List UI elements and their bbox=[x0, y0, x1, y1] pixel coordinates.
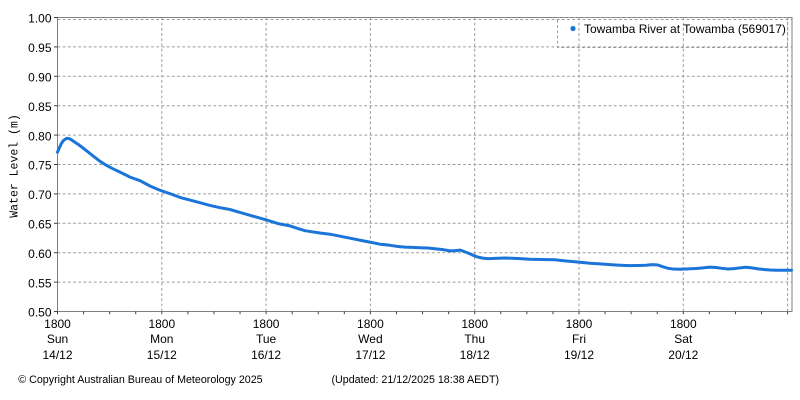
svg-text:16/12: 16/12 bbox=[251, 348, 281, 362]
svg-text:Fri: Fri bbox=[572, 332, 586, 346]
svg-text:(Updated: 21/12/2025 18:38 AED: (Updated: 21/12/2025 18:38 AEDT) bbox=[332, 374, 500, 386]
svg-text:1800: 1800 bbox=[253, 317, 280, 331]
svg-text:Tue: Tue bbox=[256, 332, 277, 346]
svg-text:1800: 1800 bbox=[670, 317, 697, 331]
svg-text:0.55: 0.55 bbox=[28, 276, 52, 290]
svg-text:0.80: 0.80 bbox=[28, 129, 52, 143]
svg-text:0.90: 0.90 bbox=[28, 71, 52, 85]
svg-text:19/12: 19/12 bbox=[564, 348, 594, 362]
svg-text:15/12: 15/12 bbox=[147, 348, 177, 362]
svg-text:Sat: Sat bbox=[674, 332, 693, 346]
svg-text:Thu: Thu bbox=[464, 332, 485, 346]
svg-text:Water Level (m): Water Level (m) bbox=[9, 114, 22, 218]
svg-text:Wed: Wed bbox=[358, 332, 382, 346]
svg-text:14/12: 14/12 bbox=[42, 348, 72, 362]
svg-text:17/12: 17/12 bbox=[355, 348, 385, 362]
svg-text:0.65: 0.65 bbox=[28, 218, 52, 232]
svg-text:1800: 1800 bbox=[148, 317, 175, 331]
svg-text:0.95: 0.95 bbox=[28, 41, 52, 55]
svg-text:18/12: 18/12 bbox=[460, 348, 490, 362]
svg-text:Mon: Mon bbox=[150, 332, 173, 346]
svg-text:1800: 1800 bbox=[44, 317, 71, 331]
svg-text:1.00: 1.00 bbox=[28, 12, 52, 26]
svg-text:0.60: 0.60 bbox=[28, 247, 52, 261]
svg-text:0.70: 0.70 bbox=[28, 188, 52, 202]
svg-text:0.75: 0.75 bbox=[28, 159, 52, 173]
svg-text:1800: 1800 bbox=[357, 317, 384, 331]
svg-text:0.85: 0.85 bbox=[28, 100, 52, 114]
svg-text:© Copyright Australian Bureau: © Copyright Australian Bureau of Meteoro… bbox=[18, 374, 262, 386]
svg-text:0.50: 0.50 bbox=[28, 306, 52, 320]
svg-text:1800: 1800 bbox=[461, 317, 488, 331]
svg-text:Towamba River at Towamba (5690: Towamba River at Towamba (569017) bbox=[584, 22, 786, 36]
svg-text:20/12: 20/12 bbox=[668, 348, 698, 362]
svg-text:1800: 1800 bbox=[566, 317, 593, 331]
svg-text:Sun: Sun bbox=[47, 332, 68, 346]
